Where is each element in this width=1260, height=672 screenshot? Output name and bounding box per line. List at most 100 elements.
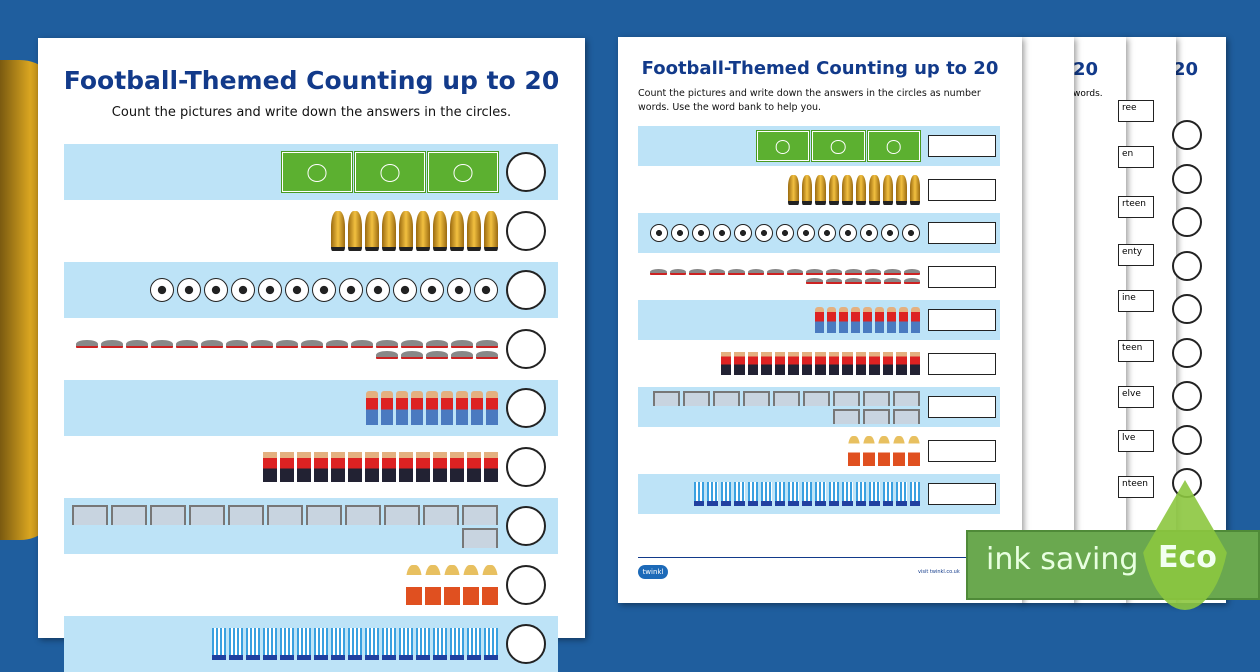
worksheet-instructions: Count the pictures and write down the an… bbox=[111, 105, 512, 120]
goal-icon bbox=[833, 408, 860, 424]
trophy-icon bbox=[801, 174, 812, 205]
ball-icon bbox=[420, 278, 444, 302]
goal-icon bbox=[803, 390, 830, 406]
answer-box[interactable] bbox=[928, 222, 996, 244]
goal-icon bbox=[384, 504, 420, 525]
fan-icon bbox=[887, 307, 896, 333]
boot-icon bbox=[301, 339, 323, 348]
trophy-icon bbox=[855, 174, 866, 205]
count-row-kit bbox=[638, 474, 1000, 514]
trophy-icon bbox=[348, 211, 362, 251]
answer-circle[interactable] bbox=[506, 565, 546, 605]
ball-icon bbox=[776, 224, 794, 242]
pitch-icon bbox=[811, 130, 866, 162]
fan-icon bbox=[899, 307, 908, 333]
goal-icon bbox=[306, 504, 342, 525]
trophy-icon bbox=[882, 174, 893, 205]
answer-box[interactable] bbox=[928, 439, 996, 462]
picture-group bbox=[815, 307, 920, 333]
player-icon bbox=[365, 452, 379, 482]
count-row-pitch bbox=[64, 144, 558, 200]
trophy-icon bbox=[450, 211, 464, 251]
count-row-boot bbox=[638, 257, 1000, 297]
count-row-player bbox=[64, 439, 558, 495]
boot-icon bbox=[728, 269, 745, 275]
fan-icon bbox=[827, 307, 836, 333]
kit-icon bbox=[882, 482, 893, 506]
runner-icon bbox=[863, 435, 875, 466]
trophy-icon bbox=[331, 211, 345, 251]
player-icon bbox=[882, 352, 893, 375]
boot-icon bbox=[126, 339, 148, 348]
kit-icon bbox=[399, 628, 413, 660]
fan-icon bbox=[839, 307, 848, 333]
boot-icon bbox=[151, 339, 173, 348]
answer-box[interactable] bbox=[928, 309, 996, 331]
ball-icon bbox=[285, 278, 309, 302]
answer-circle[interactable] bbox=[506, 270, 546, 310]
fan-icon bbox=[366, 391, 378, 425]
boot-icon bbox=[884, 269, 901, 275]
runner-icon bbox=[482, 565, 498, 605]
boot-icon bbox=[825, 269, 842, 275]
back-instructions: words. bbox=[1073, 89, 1103, 99]
worksheet-back-page-1 bbox=[1020, 37, 1074, 603]
answer-circle[interactable] bbox=[506, 152, 546, 192]
trophy-icon bbox=[416, 211, 430, 251]
goal-icon bbox=[833, 390, 860, 406]
runner-icon bbox=[848, 435, 860, 466]
fan-icon bbox=[426, 391, 438, 425]
player-icon bbox=[484, 452, 498, 482]
answer-circle[interactable] bbox=[506, 329, 546, 369]
answer-box[interactable] bbox=[928, 265, 996, 288]
answer-box[interactable] bbox=[928, 135, 996, 157]
player-icon bbox=[828, 352, 839, 375]
answer-circle[interactable] bbox=[506, 447, 546, 487]
picture-group bbox=[788, 174, 920, 205]
answer-box[interactable] bbox=[928, 483, 996, 505]
kit-icon bbox=[855, 482, 866, 506]
answer-box[interactable] bbox=[928, 352, 996, 375]
picture-group bbox=[640, 269, 920, 284]
trophy-icon bbox=[869, 174, 880, 205]
worksheet-instructions: Count the pictures and write down the an… bbox=[638, 88, 981, 113]
pitch-icon bbox=[755, 130, 810, 162]
kit-icon bbox=[774, 482, 785, 506]
word-bank-item: nteen bbox=[1118, 476, 1154, 498]
kit-icon bbox=[416, 628, 430, 660]
player-icon bbox=[314, 452, 328, 482]
goal-icon bbox=[653, 390, 680, 406]
kit-icon bbox=[707, 482, 718, 506]
boot-icon bbox=[476, 350, 498, 359]
goal-icon bbox=[228, 504, 264, 525]
boot-icon bbox=[845, 278, 862, 284]
answer-circle[interactable] bbox=[506, 388, 546, 428]
boot-icon bbox=[451, 350, 473, 359]
answer-box[interactable] bbox=[928, 178, 996, 201]
kit-icon bbox=[365, 628, 379, 660]
kit-icon bbox=[896, 482, 907, 506]
ball-icon bbox=[692, 224, 710, 242]
fan-icon bbox=[471, 391, 483, 425]
player-icon bbox=[297, 452, 311, 482]
boot-icon bbox=[451, 339, 473, 348]
kit-icon bbox=[747, 482, 758, 506]
word-bank-item: rteen bbox=[1118, 196, 1154, 218]
word-bank-item: enty bbox=[1118, 244, 1154, 266]
trophy-icon bbox=[909, 174, 920, 205]
goal-icon bbox=[423, 504, 459, 525]
ball-icon bbox=[713, 224, 731, 242]
answer-circle[interactable] bbox=[506, 506, 546, 546]
worksheet-words-preview: Football-Themed Counting up to 20 Count … bbox=[618, 37, 1022, 603]
answer-circle[interactable] bbox=[506, 624, 546, 664]
ball-icon bbox=[150, 278, 174, 302]
answer-circle[interactable] bbox=[506, 211, 546, 251]
boot-icon bbox=[176, 339, 198, 348]
boot-icon bbox=[825, 278, 842, 284]
count-row-boot bbox=[64, 321, 558, 377]
picture-group bbox=[720, 352, 920, 375]
word-bank-item: en bbox=[1118, 146, 1154, 168]
trophy-icon bbox=[365, 211, 379, 251]
boot-icon bbox=[476, 339, 498, 348]
answer-box[interactable] bbox=[928, 396, 996, 418]
